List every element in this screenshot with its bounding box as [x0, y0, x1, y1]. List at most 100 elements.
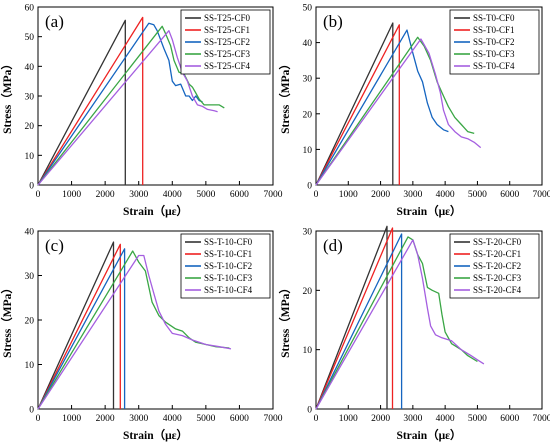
series-line-cf1	[315, 24, 400, 186]
x-tick-label: 1000	[339, 414, 358, 424]
chart-panel-1: 0 1000 2000 3000 4000 5000 6000 7000 0 10 20 30 40 50…	[0, 4, 283, 219]
series-line-cf1	[37, 16, 144, 186]
legend-entry: SS-T-10-CF3	[204, 273, 253, 283]
y-axis-title: Stress（MPa）	[0, 58, 14, 134]
series-line-cf4	[37, 30, 218, 186]
x-tick-label: 4000	[436, 414, 455, 424]
x-tick-label: 5000	[468, 190, 487, 200]
x-tick-label: 0	[36, 414, 41, 424]
x-tick-label: 4000	[436, 190, 455, 200]
x-axis-title: Strain（με）	[396, 204, 461, 218]
y-tick-label: 0	[29, 182, 34, 192]
y-tick-label: 40	[303, 39, 313, 49]
legend-entry: SS-T25-CF4	[204, 61, 251, 71]
x-tick-label: 3000	[129, 190, 148, 200]
legend-entry: SS-T0-CF0	[473, 13, 515, 23]
y-tick-label: 20	[303, 110, 313, 120]
series-line-cf1	[315, 227, 394, 410]
y-tick-label: 50	[303, 4, 313, 14]
series-line-cf4	[315, 239, 485, 410]
x-tick-label: 7000	[533, 190, 550, 200]
y-tick-label: 0	[307, 182, 312, 192]
x-tick-label: 1000	[339, 190, 358, 200]
y-tick-label: 20	[25, 122, 35, 132]
x-axis-title: Strain（με）	[396, 428, 461, 442]
legend-entry: SS-T-20-CF4	[473, 285, 522, 295]
legend-entry: SS-T0-CF4	[473, 61, 515, 71]
legend: SS-T25-CF0 SS-T25-CF1 SS-T25-CF2 SS-T25-CF3…	[180, 9, 271, 75]
x-tick-label: 2000	[96, 190, 115, 200]
legend-entry: SS-T-20-CF0	[473, 237, 522, 247]
x-tick-label: 1000	[62, 414, 81, 424]
x-tick-label: 7000	[264, 190, 283, 200]
series-line-cf0	[37, 241, 115, 410]
legend-entry: SS-T-10-CF4	[204, 285, 253, 295]
x-tick-label: 6000	[500, 414, 519, 424]
legend: SS-T-20-CF0 SS-T-20-CF1 SS-T-20-CF2 SS-T-20…	[449, 233, 540, 299]
x-tick-label: 6000	[230, 190, 249, 200]
y-tick-label: 30	[25, 93, 35, 103]
x-tick-label: 1000	[62, 190, 81, 200]
series-line-cf1	[37, 243, 121, 410]
x-tick-label: 2000	[371, 414, 390, 424]
series-line-cf4	[37, 254, 232, 410]
chart-panel-2: 0 1000 2000 3000 4000 5000 6000 7000 0 10 20 30 40 50…	[278, 4, 550, 219]
series-line-cf2	[315, 233, 403, 410]
x-tick-label: 0	[314, 190, 319, 200]
x-tick-label: 3000	[403, 190, 422, 200]
series-line-cf0	[37, 19, 126, 186]
x-tick-label: 0	[314, 414, 319, 424]
chart-panel-3: 0 1000 2000 3000 4000 5000 6000 7000 0 10 20 30 40 St…	[0, 228, 283, 443]
plot-frame	[315, 6, 543, 186]
x-tick-label: 5000	[468, 414, 487, 424]
legend: SS-T0-CF0 SS-T0-CF1 SS-T0-CF2 SS-T0-CF3 SS-T…	[449, 9, 540, 75]
series-line-cf0	[315, 225, 388, 410]
y-tick-label: 0	[29, 406, 34, 416]
y-tick-label: 10	[303, 346, 313, 356]
plot-frame	[315, 230, 543, 410]
x-axis-title: Strain（με）	[123, 428, 188, 442]
legend-entry: SS-T25-CF3	[204, 49, 251, 59]
series-line-cf2	[37, 248, 126, 410]
legend-entry: SS-T-10-CF1	[204, 249, 252, 259]
x-tick-label: 4000	[163, 190, 182, 200]
series-line-cf2	[315, 29, 449, 186]
legend-entry: SS-T25-CF2	[204, 37, 250, 47]
legend-entry: SS-T-20-CF3	[473, 273, 522, 283]
legend-entry: SS-T-10-CF2	[204, 261, 252, 271]
x-tick-label: 7000	[533, 414, 550, 424]
legend-entry: SS-T25-CF0	[204, 13, 251, 23]
y-axis-title: Stress（MPa）	[278, 58, 292, 134]
panel-label: (d)	[323, 236, 343, 255]
x-tick-label: 2000	[371, 190, 390, 200]
legend-entry: SS-T0-CF1	[473, 25, 515, 35]
y-tick-label: 20	[25, 317, 35, 327]
x-tick-label: 7000	[264, 414, 283, 424]
chart-panel-4: 0 1000 2000 3000 4000 5000 6000 7000 0 10 20 30 Stra…	[278, 225, 550, 442]
y-tick-label: 60	[25, 4, 35, 14]
legend-entry: SS-T25-CF1	[204, 25, 250, 35]
x-tick-label: 3000	[129, 414, 148, 424]
series-line-cf2	[37, 22, 203, 186]
y-tick-label: 10	[25, 152, 35, 162]
x-tick-label: 5000	[196, 414, 215, 424]
x-tick-label: 2000	[96, 414, 115, 424]
x-tick-label: 0	[36, 190, 41, 200]
y-axis-title: Stress（MPa）	[278, 282, 292, 358]
legend-entry: SS-T0-CF3	[473, 49, 515, 59]
y-tick-label: 30	[303, 75, 313, 85]
y-tick-label: 30	[25, 272, 35, 282]
series-line-cf0	[315, 22, 394, 186]
legend-entry: SS-T-10-CF0	[204, 237, 253, 247]
y-tick-label: 20	[303, 287, 313, 297]
series-line-cf4	[315, 38, 482, 186]
legend-entry: SS-T-20-CF1	[473, 249, 521, 259]
y-tick-label: 30	[303, 228, 313, 238]
panel-label: (c)	[45, 236, 64, 255]
y-tick-label: 0	[307, 406, 312, 416]
series-line-cf3	[315, 36, 475, 186]
x-axis-title: Strain（με）	[123, 204, 188, 218]
x-tick-label: 3000	[403, 414, 422, 424]
y-tick-label: 40	[25, 63, 35, 73]
